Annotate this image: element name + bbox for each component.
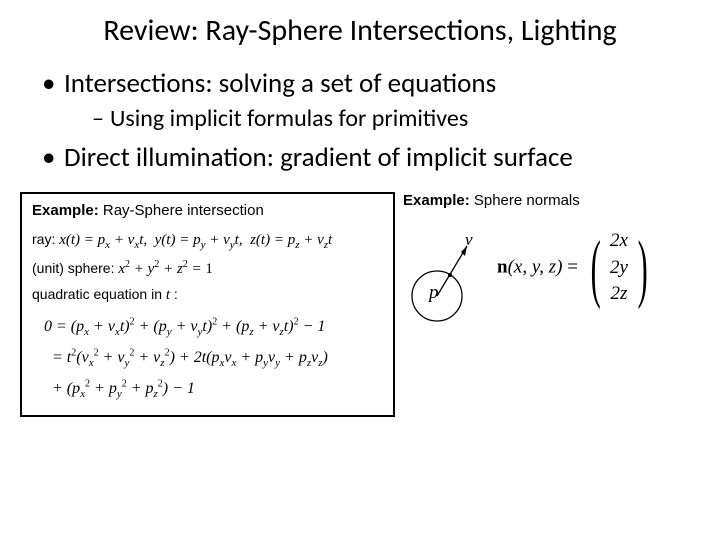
left-header: Example: Ray-Sphere intersection — [32, 202, 383, 219]
eq-line-1: 0 = (px + vxt)2 + (py + vyt)2 + (pz + vz… — [44, 312, 383, 343]
v-label: v — [465, 230, 473, 250]
ray-line: ray: x(t) = px + vxt, y(t) = py + vyt, z… — [32, 231, 383, 251]
matrix-row-1: 2x — [610, 228, 628, 255]
ray-formula: x(t) = px + vxt, y(t) = py + vyt, z(t) =… — [59, 232, 332, 248]
sphere-label: (unit) sphere: — [32, 260, 118, 276]
left-header-rest: Ray-Sphere intersection — [99, 202, 264, 219]
matrix-row-2: 2y — [610, 255, 628, 282]
ray-label: ray: — [32, 231, 59, 247]
bullet-list: Intersections: solving a set of equation… — [42, 67, 700, 174]
bullet-1a: Using implicit formulas for primitives — [92, 104, 700, 133]
matrix-row-3: 2z — [611, 281, 628, 308]
left-header-bold: Example: — [32, 202, 99, 219]
quad-line: quadratic equation in t : — [32, 286, 383, 304]
quad-colon: : — [170, 286, 178, 302]
slide-title: Review: Ray-Sphere Intersections, Lighti… — [20, 12, 700, 49]
right-header: Example: Sphere normals — [403, 192, 700, 209]
example-box-intersection: Example: Ray-Sphere intersection ray: x(… — [20, 192, 395, 417]
p-label: p — [429, 282, 439, 304]
sphere-svg — [407, 228, 487, 328]
example-normals: Example: Sphere normals v p n(x, y, z) =… — [403, 192, 700, 417]
normal-equation: n(x, y, z) = ( 2x 2y 2z ) — [497, 228, 655, 308]
sphere-formula: x2 + y2 + z2 = 1 — [118, 261, 213, 277]
right-header-rest: Sphere normals — [470, 192, 580, 209]
bullet-1-text: Intersections: solving a set of equation… — [64, 67, 496, 100]
bullet-1: Intersections: solving a set of equation… — [42, 67, 700, 133]
bullet-2: Direct illumination: gradient of implici… — [42, 141, 700, 174]
eq-line-2: = t2(vx2 + vy2 + vz2) + 2t(pxvx + pyvy +… — [44, 343, 383, 374]
right-header-bold: Example: — [403, 192, 470, 209]
quad-label: quadratic equation in — [32, 286, 166, 302]
eq-line-3: + (px2 + py2 + pz2) − 1 — [44, 374, 383, 405]
sphere-line: (unit) sphere: x2 + y2 + z2 = 1 — [32, 259, 383, 278]
matrix: ( 2x 2y 2z ) — [583, 228, 656, 308]
sphere-diagram: v p — [407, 228, 487, 328]
equation-block: 0 = (px + vxt)2 + (py + vyt)2 + (pz + vz… — [44, 312, 383, 405]
